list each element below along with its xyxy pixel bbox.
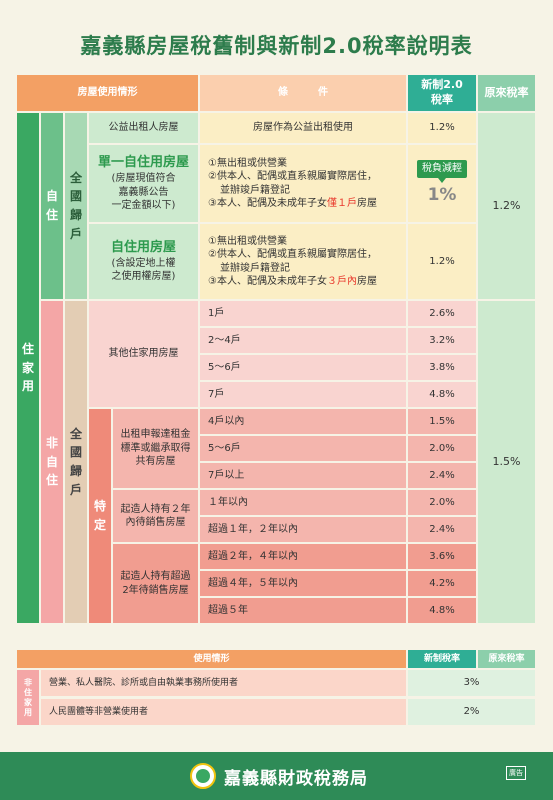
t2-row-1-label: 營業、私人醫院、診所或自由執業事務所使用者 [41, 670, 406, 696]
rate-public-rental: 1.2% [408, 113, 476, 143]
single-home-title: 單一自住用房屋 [97, 155, 189, 171]
header-condition: 條 件 [200, 75, 406, 111]
t2-header-old-rate: 原來稅率 [478, 650, 535, 668]
rate-builder2-1: 3.6% [408, 544, 476, 569]
t2-side-label: 非住家用 [17, 670, 39, 725]
footer-bar [0, 752, 553, 800]
cond-self-home: ①無出租或供營業 ②供本人、配偶或直系親屬實際居住， 並辦竣戶籍登記 ③本人、配… [200, 224, 406, 299]
rate-other-1: 2.6% [408, 301, 476, 326]
cond-other-2: 2～4戶 [200, 328, 406, 353]
cond-rent-1: 4戶以內 [200, 409, 406, 434]
group-nationwide-self: 全國歸戶 [65, 113, 87, 299]
cond-other-4: 7戶 [200, 382, 406, 407]
cond-single-home: ①無出租或供營業 ②供本人、配偶或直系親屬實際居住， 並辦竣戶籍登記 ③本人、配… [200, 145, 406, 222]
t2-row-1-rate: 3% [408, 670, 535, 696]
rate-builder1-1: 2.0% [408, 490, 476, 515]
label-other-residential: 其他住家用房屋 [89, 301, 198, 407]
label-builder-within-2y: 起造人持有２年 內待銷售房屋 [113, 490, 198, 542]
cond-builder2-2: 超過４年，５年以內 [200, 571, 406, 596]
cond-builder1-2: 超過１年，２年以內 [200, 517, 406, 542]
group-non-self-use: 非自住 [41, 301, 63, 623]
header-usage: 房屋使用情形 [17, 75, 198, 111]
single-home-rate-value: 1% [427, 184, 457, 205]
cond-rent-2: 5～6戶 [200, 436, 406, 461]
group-residential: 住家用 [17, 113, 39, 623]
rate-single-home: 稅負減輕 1% [408, 145, 476, 222]
rate-other-2: 3.2% [408, 328, 476, 353]
footer-brand: 嘉義縣財政稅務局 [190, 758, 368, 794]
single-home-sub3: 一定金額以下) [111, 200, 176, 212]
rate-rent-1: 1.5% [408, 409, 476, 434]
rate-builder2-3: 4.8% [408, 598, 476, 623]
group-self-use: 自住 [41, 113, 63, 299]
cond-other-1: 1戶 [200, 301, 406, 326]
label-rent: 出租申報達租金 標準或繼承取得 共有房屋 [113, 409, 198, 488]
bureau-logo-icon [190, 763, 216, 789]
cond-builder2-3: 超過５年 [200, 598, 406, 623]
old-rate-non-self: 1.5% [478, 301, 535, 623]
old-rate-self: 1.2% [478, 113, 535, 299]
rate-builder2-2: 4.2% [408, 571, 476, 596]
t2-row-2-label: 人民團體等非營業使用者 [41, 699, 406, 725]
header-new-rate-line2: 稅率 [431, 93, 453, 106]
ad-label: 廣告 [506, 766, 526, 780]
rate-other-4: 4.8% [408, 382, 476, 407]
cond-rent-3: 7戶以上 [200, 463, 406, 488]
label-self-home: 自住用房屋 (含設定地上權 之使用權房屋) [89, 224, 198, 299]
header-old-rate: 原來稅率 [478, 75, 535, 111]
t2-header-usage: 使用情形 [17, 650, 406, 668]
cond-builder1-1: １年以內 [200, 490, 406, 515]
rate-rent-3: 2.4% [408, 463, 476, 488]
t2-row-2-rate: 2% [408, 699, 535, 725]
cond-public-rental: 房屋作為公益出租使用 [200, 113, 406, 143]
label-builder-over-2y: 起造人持有超過 2年待銷售房屋 [113, 544, 198, 623]
footer-org-name: 嘉義縣財政稅務局 [224, 768, 368, 789]
group-nationwide-non: 全國歸戶 [65, 301, 87, 623]
rate-other-3: 3.8% [408, 355, 476, 380]
rate-self-home: 1.2% [408, 224, 476, 299]
cond-other-3: 5～6戶 [200, 355, 406, 380]
cond-builder2-1: 超過２年，４年以內 [200, 544, 406, 569]
rate-builder1-2: 2.4% [408, 517, 476, 542]
header-new-rate-line1: 新制2.0 [421, 78, 463, 92]
self-home-title: 自住用房屋 [110, 240, 176, 256]
tax-relief-badge: 稅負減輕 [417, 160, 467, 183]
rate-rent-2: 2.0% [408, 436, 476, 461]
label-public-rental: 公益出租人房屋 [89, 113, 198, 143]
single-home-sub1: (房屋現值符合 [111, 173, 176, 185]
header-new-rate: 新制2.0 稅率 [408, 75, 476, 111]
t2-header-new-rate: 新制稅率 [408, 650, 476, 668]
group-specific: 特定 [89, 409, 111, 623]
single-home-sub2: 嘉義縣公告 [118, 186, 169, 198]
label-single-home: 單一自住用房屋 (房屋現值符合 嘉義縣公告 一定金額以下) [89, 145, 198, 222]
page-title: 嘉義縣房屋稅舊制與新制2.0稅率說明表 [80, 34, 473, 58]
